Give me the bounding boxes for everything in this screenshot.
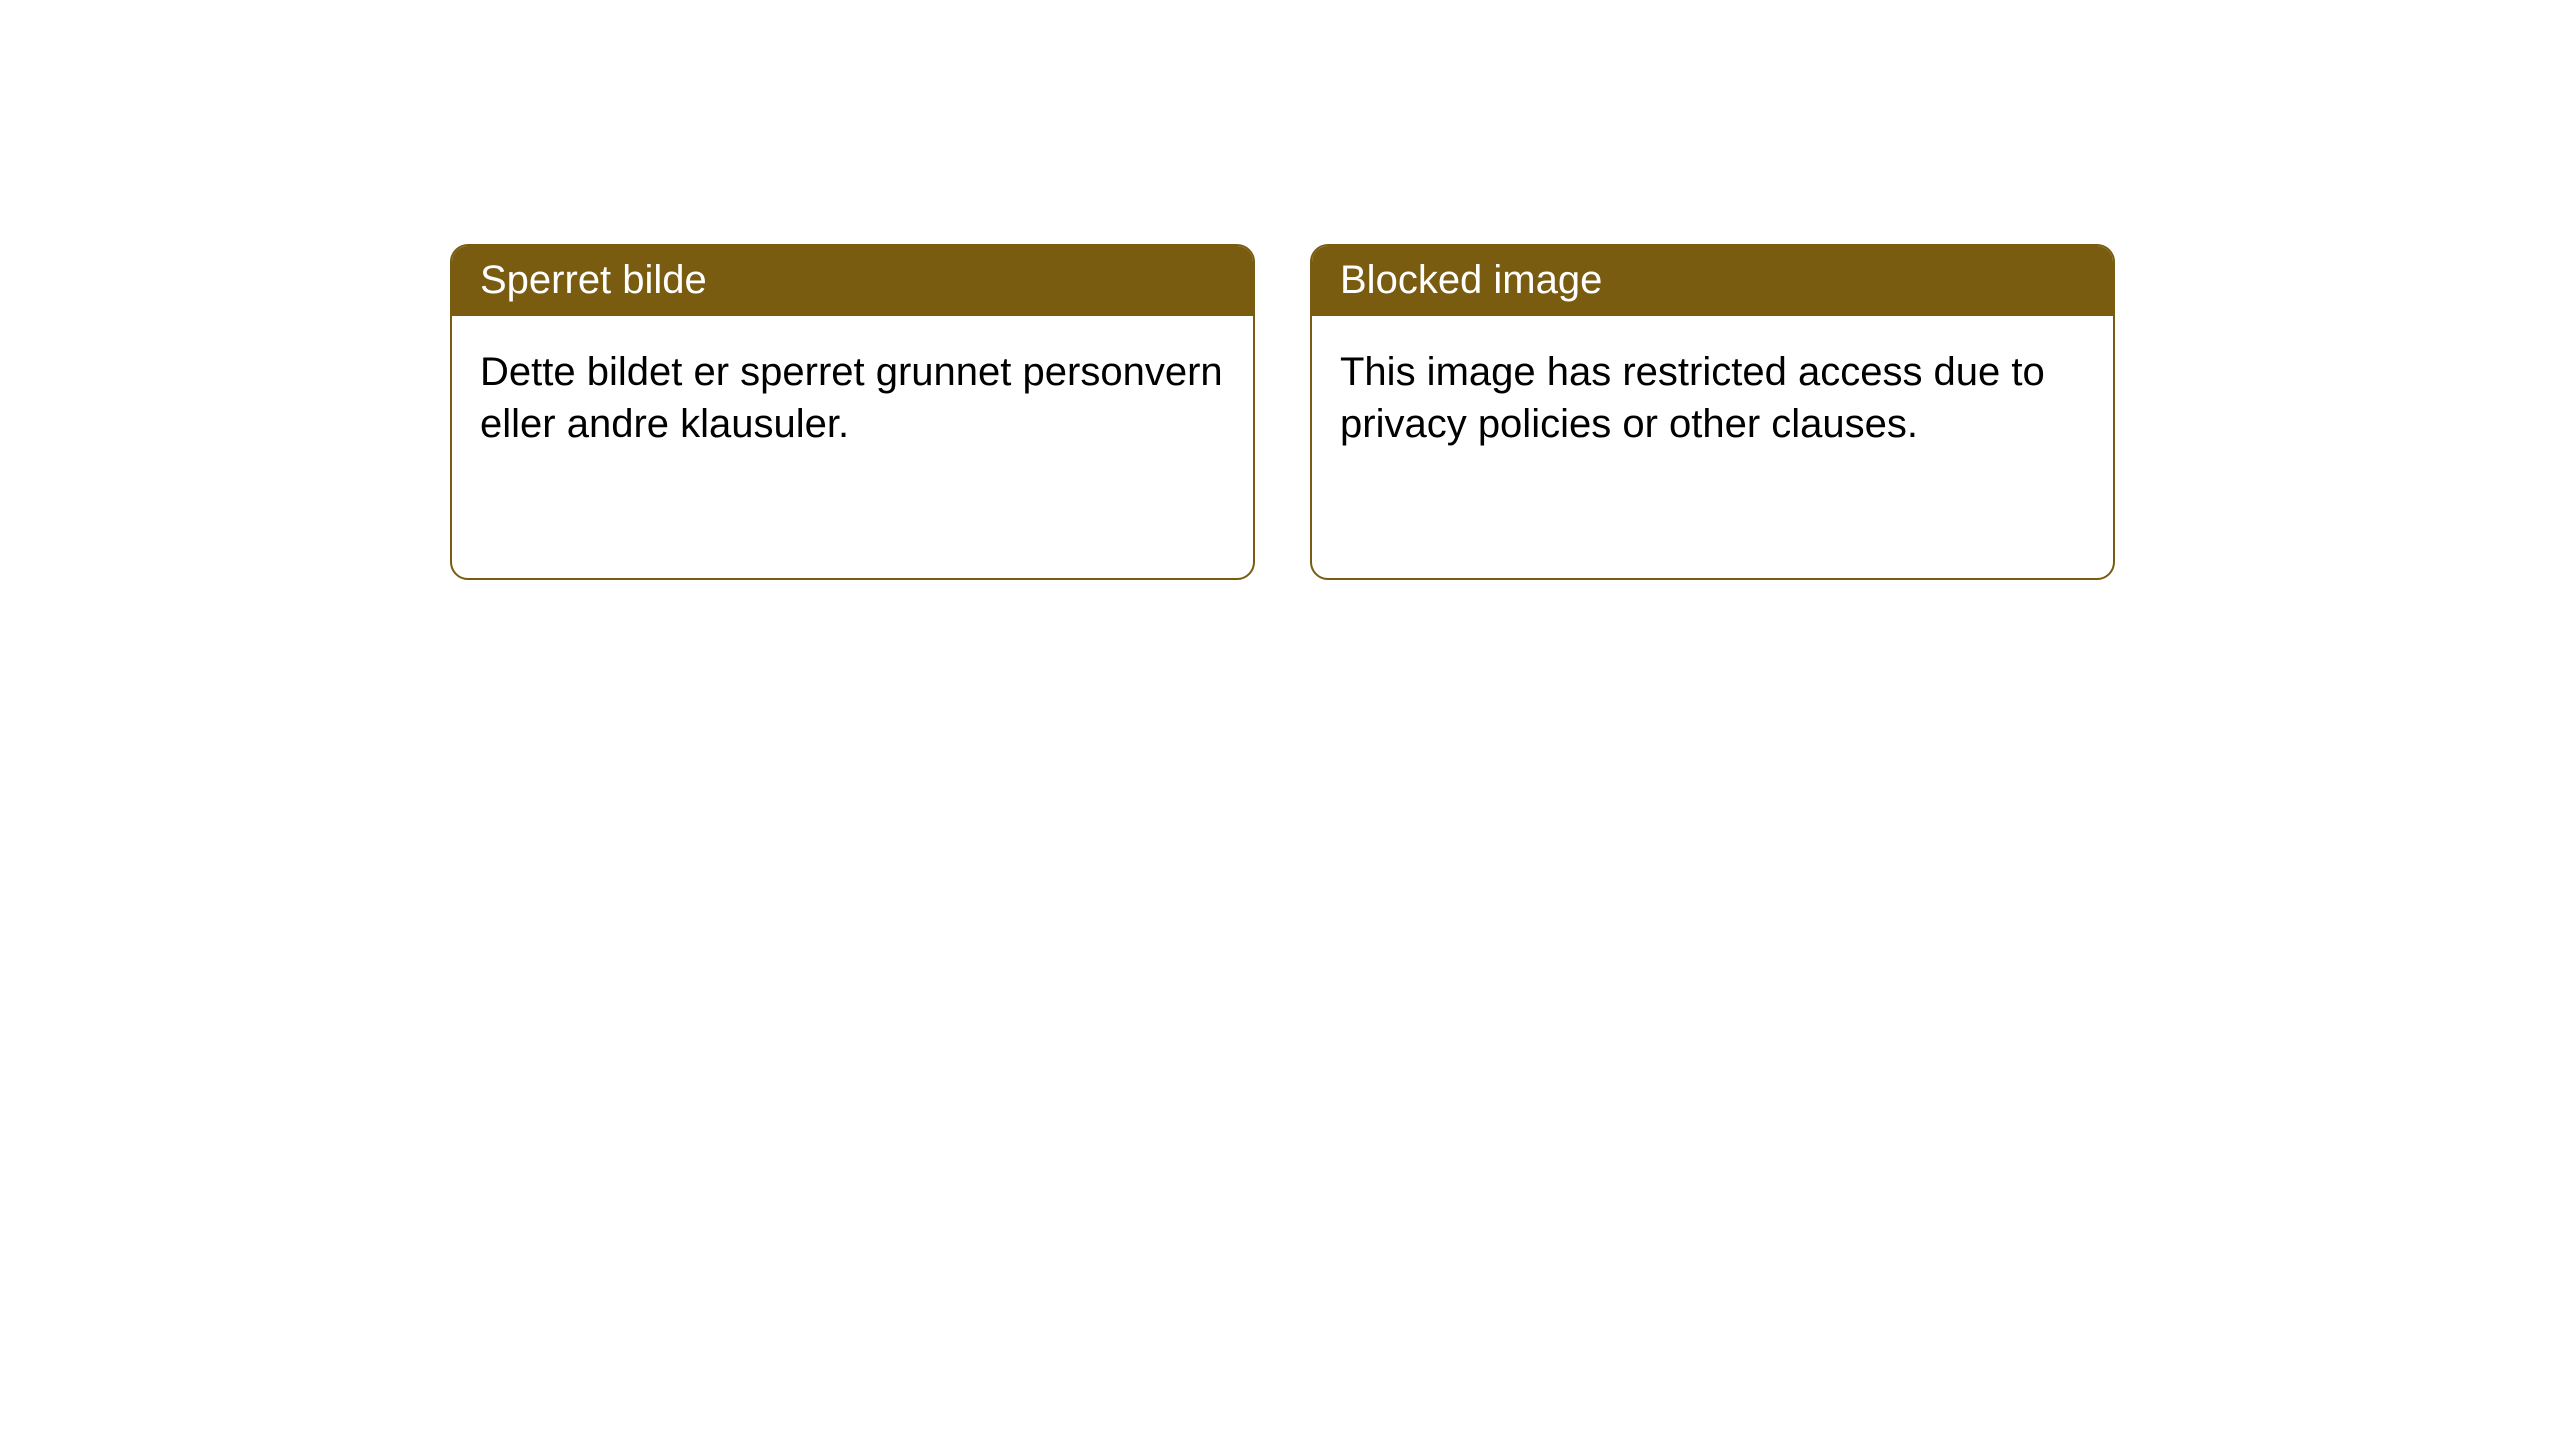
- notice-title: Blocked image: [1340, 258, 1602, 302]
- notice-container: Sperret bilde Dette bildet er sperret gr…: [0, 0, 2560, 580]
- notice-body-text: Dette bildet er sperret grunnet personve…: [480, 350, 1223, 446]
- notice-body-text: This image has restricted access due to …: [1340, 350, 2045, 446]
- notice-header: Sperret bilde: [452, 246, 1253, 316]
- notice-body: Dette bildet er sperret grunnet personve…: [452, 316, 1253, 480]
- notice-title: Sperret bilde: [480, 258, 707, 302]
- notice-body: This image has restricted access due to …: [1312, 316, 2113, 480]
- notice-header: Blocked image: [1312, 246, 2113, 316]
- notice-card-english: Blocked image This image has restricted …: [1310, 244, 2115, 580]
- notice-card-norwegian: Sperret bilde Dette bildet er sperret gr…: [450, 244, 1255, 580]
